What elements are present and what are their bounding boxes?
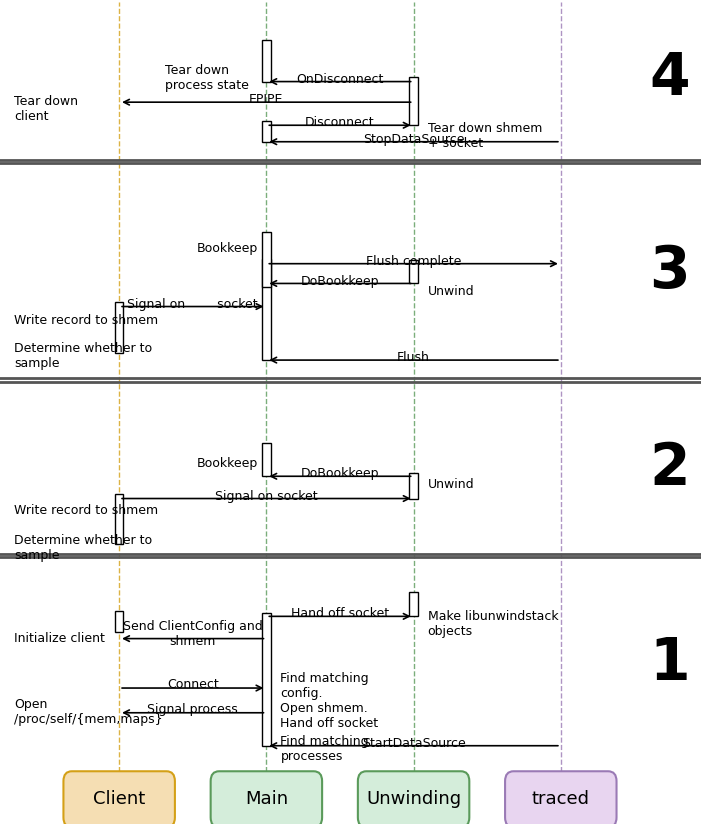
Text: Signal process: Signal process <box>147 703 238 716</box>
Text: Write record to shmem: Write record to shmem <box>14 314 158 327</box>
Text: 2: 2 <box>649 440 690 498</box>
Text: Open
/proc/self/{mem,maps}: Open /proc/self/{mem,maps} <box>14 698 163 726</box>
Text: 3: 3 <box>649 243 690 301</box>
Bar <box>409 260 418 283</box>
Text: 1: 1 <box>649 634 690 692</box>
Text: StartDataSource: StartDataSource <box>362 737 465 750</box>
Text: traced: traced <box>532 790 590 808</box>
Text: Find matching
config.
Open shmem.
Hand off socket: Find matching config. Open shmem. Hand o… <box>280 672 379 729</box>
Bar <box>262 121 271 142</box>
Text: Flush complete: Flush complete <box>366 255 461 268</box>
Text: Flush: Flush <box>397 351 430 364</box>
Bar <box>409 473 418 499</box>
Text: Initialize client: Initialize client <box>14 632 105 645</box>
Text: EPIPE: EPIPE <box>249 93 284 106</box>
Text: Hand off socket: Hand off socket <box>291 607 389 620</box>
Text: 4: 4 <box>649 49 690 107</box>
Text: Determine whether to
sample: Determine whether to sample <box>14 342 152 370</box>
Text: Find matching
processes: Find matching processes <box>280 735 369 763</box>
Text: Bookkeep: Bookkeep <box>196 457 257 471</box>
Text: Write record to shmem: Write record to shmem <box>14 504 158 517</box>
Text: StopDataSource: StopDataSource <box>363 133 464 146</box>
Bar <box>262 232 271 287</box>
Text: DoBookkeep: DoBookkeep <box>301 467 379 480</box>
Text: Signal on        socket: Signal on socket <box>128 297 258 311</box>
Text: Connect: Connect <box>167 678 219 691</box>
Text: Client: Client <box>93 790 145 808</box>
FancyBboxPatch shape <box>358 771 470 824</box>
Bar <box>262 40 271 82</box>
Text: Send ClientConfig and
shmem: Send ClientConfig and shmem <box>123 620 263 648</box>
Text: Bookkeep: Bookkeep <box>196 242 257 255</box>
Text: Determine whether to
sample: Determine whether to sample <box>14 534 152 562</box>
Bar <box>262 443 271 476</box>
Text: Unwinding: Unwinding <box>366 790 461 808</box>
Text: Tear down
process state: Tear down process state <box>165 64 249 92</box>
Text: Main: Main <box>245 790 288 808</box>
Text: Unwind: Unwind <box>428 478 475 491</box>
Text: Tear down shmem
+ socket: Tear down shmem + socket <box>428 122 542 150</box>
FancyBboxPatch shape <box>505 771 617 824</box>
Text: Make libunwindstack
objects: Make libunwindstack objects <box>428 610 558 638</box>
Text: Unwind: Unwind <box>428 285 475 298</box>
Text: OnDisconnect: OnDisconnect <box>297 73 383 86</box>
FancyBboxPatch shape <box>64 771 175 824</box>
FancyBboxPatch shape <box>210 771 322 824</box>
Text: DoBookkeep: DoBookkeep <box>301 274 379 288</box>
Text: Disconnect: Disconnect <box>305 116 375 129</box>
Bar <box>115 611 123 632</box>
Bar <box>262 613 271 746</box>
Bar <box>115 494 123 544</box>
Bar <box>409 77 418 125</box>
Text: Tear down
client: Tear down client <box>14 95 78 123</box>
Bar <box>409 592 418 616</box>
Text: Signal on socket: Signal on socket <box>215 489 318 503</box>
Bar <box>115 302 123 353</box>
Bar <box>262 259 271 360</box>
